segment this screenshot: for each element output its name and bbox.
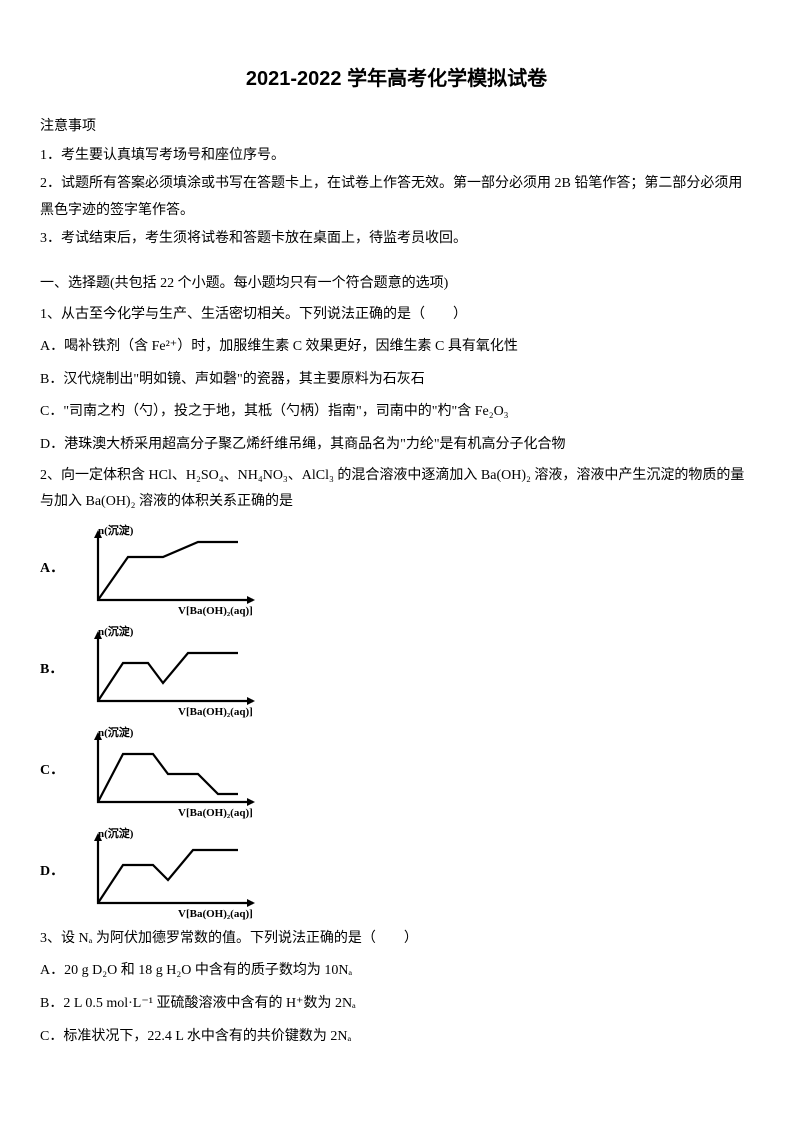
curve-a <box>98 542 238 600</box>
q2-chart-c-row: C． n(沉淀) V[Ba(OH)₂(aq)] <box>40 724 753 819</box>
q2-stem: 2、向一定体积含 HCl、H₂SO₄、NH₄NO₃、AlCl₃ 的混合溶液中逐滴… <box>40 463 753 516</box>
axis-y-label: n(沉淀) <box>98 725 134 739</box>
q2-label-c: C． <box>40 758 68 785</box>
q2-chart-d: n(沉淀) V[Ba(OH)₂(aq)] <box>68 825 268 920</box>
q3-stem: 3、设 Nₐ 为阿伏加德罗常数的值。下列说法正确的是（ ） <box>40 926 753 953</box>
axis-x-label: V[Ba(OH)₂(aq)] <box>178 807 253 819</box>
q2-label-a: A． <box>40 556 68 583</box>
curve-b <box>98 653 238 701</box>
q3-option-c: C．标准状况下，22.4 L 水中含有的共价键数为 2Nₐ <box>40 1024 753 1051</box>
page-title: 2021-2022 学年高考化学模拟试卷 <box>40 60 753 98</box>
q1-option-c: C．"司南之杓（勺），投之于地，其柢（勺柄）指南"，司南中的"杓"含 Fe₂O₃ <box>40 399 753 426</box>
notice-1: 1．考生要认真填写考场号和座位序号。 <box>40 143 753 170</box>
q1-stem: 1、从古至今化学与生产、生活密切相关。下列说法正确的是（ ） <box>40 302 753 329</box>
q2-chart-d-row: D． n(沉淀) V[Ba(OH)₂(aq)] <box>40 825 753 920</box>
q1-option-b: B．汉代烧制出"明如镜、声如磬"的瓷器，其主要原料为石灰石 <box>40 367 753 394</box>
curve-c <box>98 754 238 802</box>
q2-chart-a: n(沉淀) V[Ba(OH)₂(aq)] <box>68 522 268 617</box>
section-1-header: 一、选择题(共包括 22 个小题。每小题均只有一个符合题意的选项) <box>40 271 753 298</box>
q2-label-b: B． <box>40 657 68 684</box>
q1-option-d: D．港珠澳大桥采用超高分子聚乙烯纤维吊绳，其商品名为"力纶"是有机高分子化合物 <box>40 432 753 459</box>
axis-y-label: n(沉淀) <box>98 624 134 638</box>
q2-chart-b-row: B． n(沉淀) V[Ba(OH)₂(aq)] <box>40 623 753 718</box>
q3-option-b: B．2 L 0.5 mol·L⁻¹ 亚硫酸溶液中含有的 H⁺数为 2Nₐ <box>40 991 753 1018</box>
curve-d <box>98 850 238 903</box>
notice-header: 注意事项 <box>40 114 753 141</box>
q1-option-a: A．喝补铁剂（含 Fe²⁺）时，加服维生素 C 效果更好，因维生素 C 具有氧化… <box>40 334 753 361</box>
q2-label-d: D． <box>40 859 68 886</box>
notice-2: 2．试题所有答案必须填涂或书写在答题卡上，在试卷上作答无效。第一部分必须用 2B… <box>40 171 753 224</box>
axis-x-label: V[Ba(OH)₂(aq)] <box>178 605 253 617</box>
axis-y-label: n(沉淀) <box>98 523 134 537</box>
q2-chart-c: n(沉淀) V[Ba(OH)₂(aq)] <box>68 724 268 819</box>
axis-x-label: V[Ba(OH)₂(aq)] <box>178 706 253 718</box>
q2-chart-a-row: A． n(沉淀) V[Ba(OH)₂(aq)] <box>40 522 753 617</box>
notice-3: 3．考试结束后，考生须将试卷和答题卡放在桌面上，待监考员收回。 <box>40 226 753 253</box>
q3-option-a: A．20 g D₂O 和 18 g H₂O 中含有的质子数均为 10Nₐ <box>40 958 753 985</box>
axis-x-label: V[Ba(OH)₂(aq)] <box>178 908 253 920</box>
q2-chart-b: n(沉淀) V[Ba(OH)₂(aq)] <box>68 623 268 718</box>
axis-y-label: n(沉淀) <box>98 826 134 840</box>
